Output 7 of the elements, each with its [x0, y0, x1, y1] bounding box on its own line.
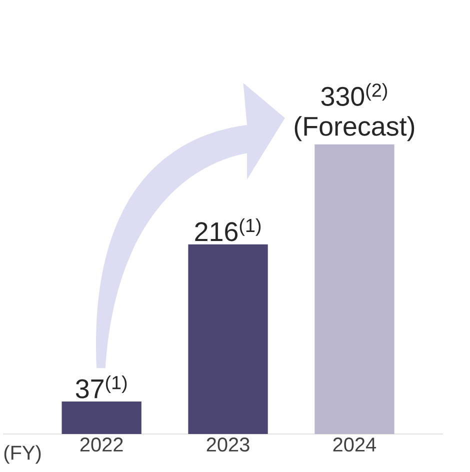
x-tick-label: 2022 — [80, 438, 123, 452]
data-label: 216$^{(1)}$ — [195, 218, 261, 242]
data-label: 37$^{(1)}$ — [76, 375, 127, 398]
data-label: 330$^{(2)}$ (Forecast) — [294, 83, 414, 142]
x-tick-label: 2024 — [333, 438, 376, 452]
x-tick-label: 2023 — [206, 438, 250, 452]
x-axis-title: (FY) — [4, 445, 41, 464]
